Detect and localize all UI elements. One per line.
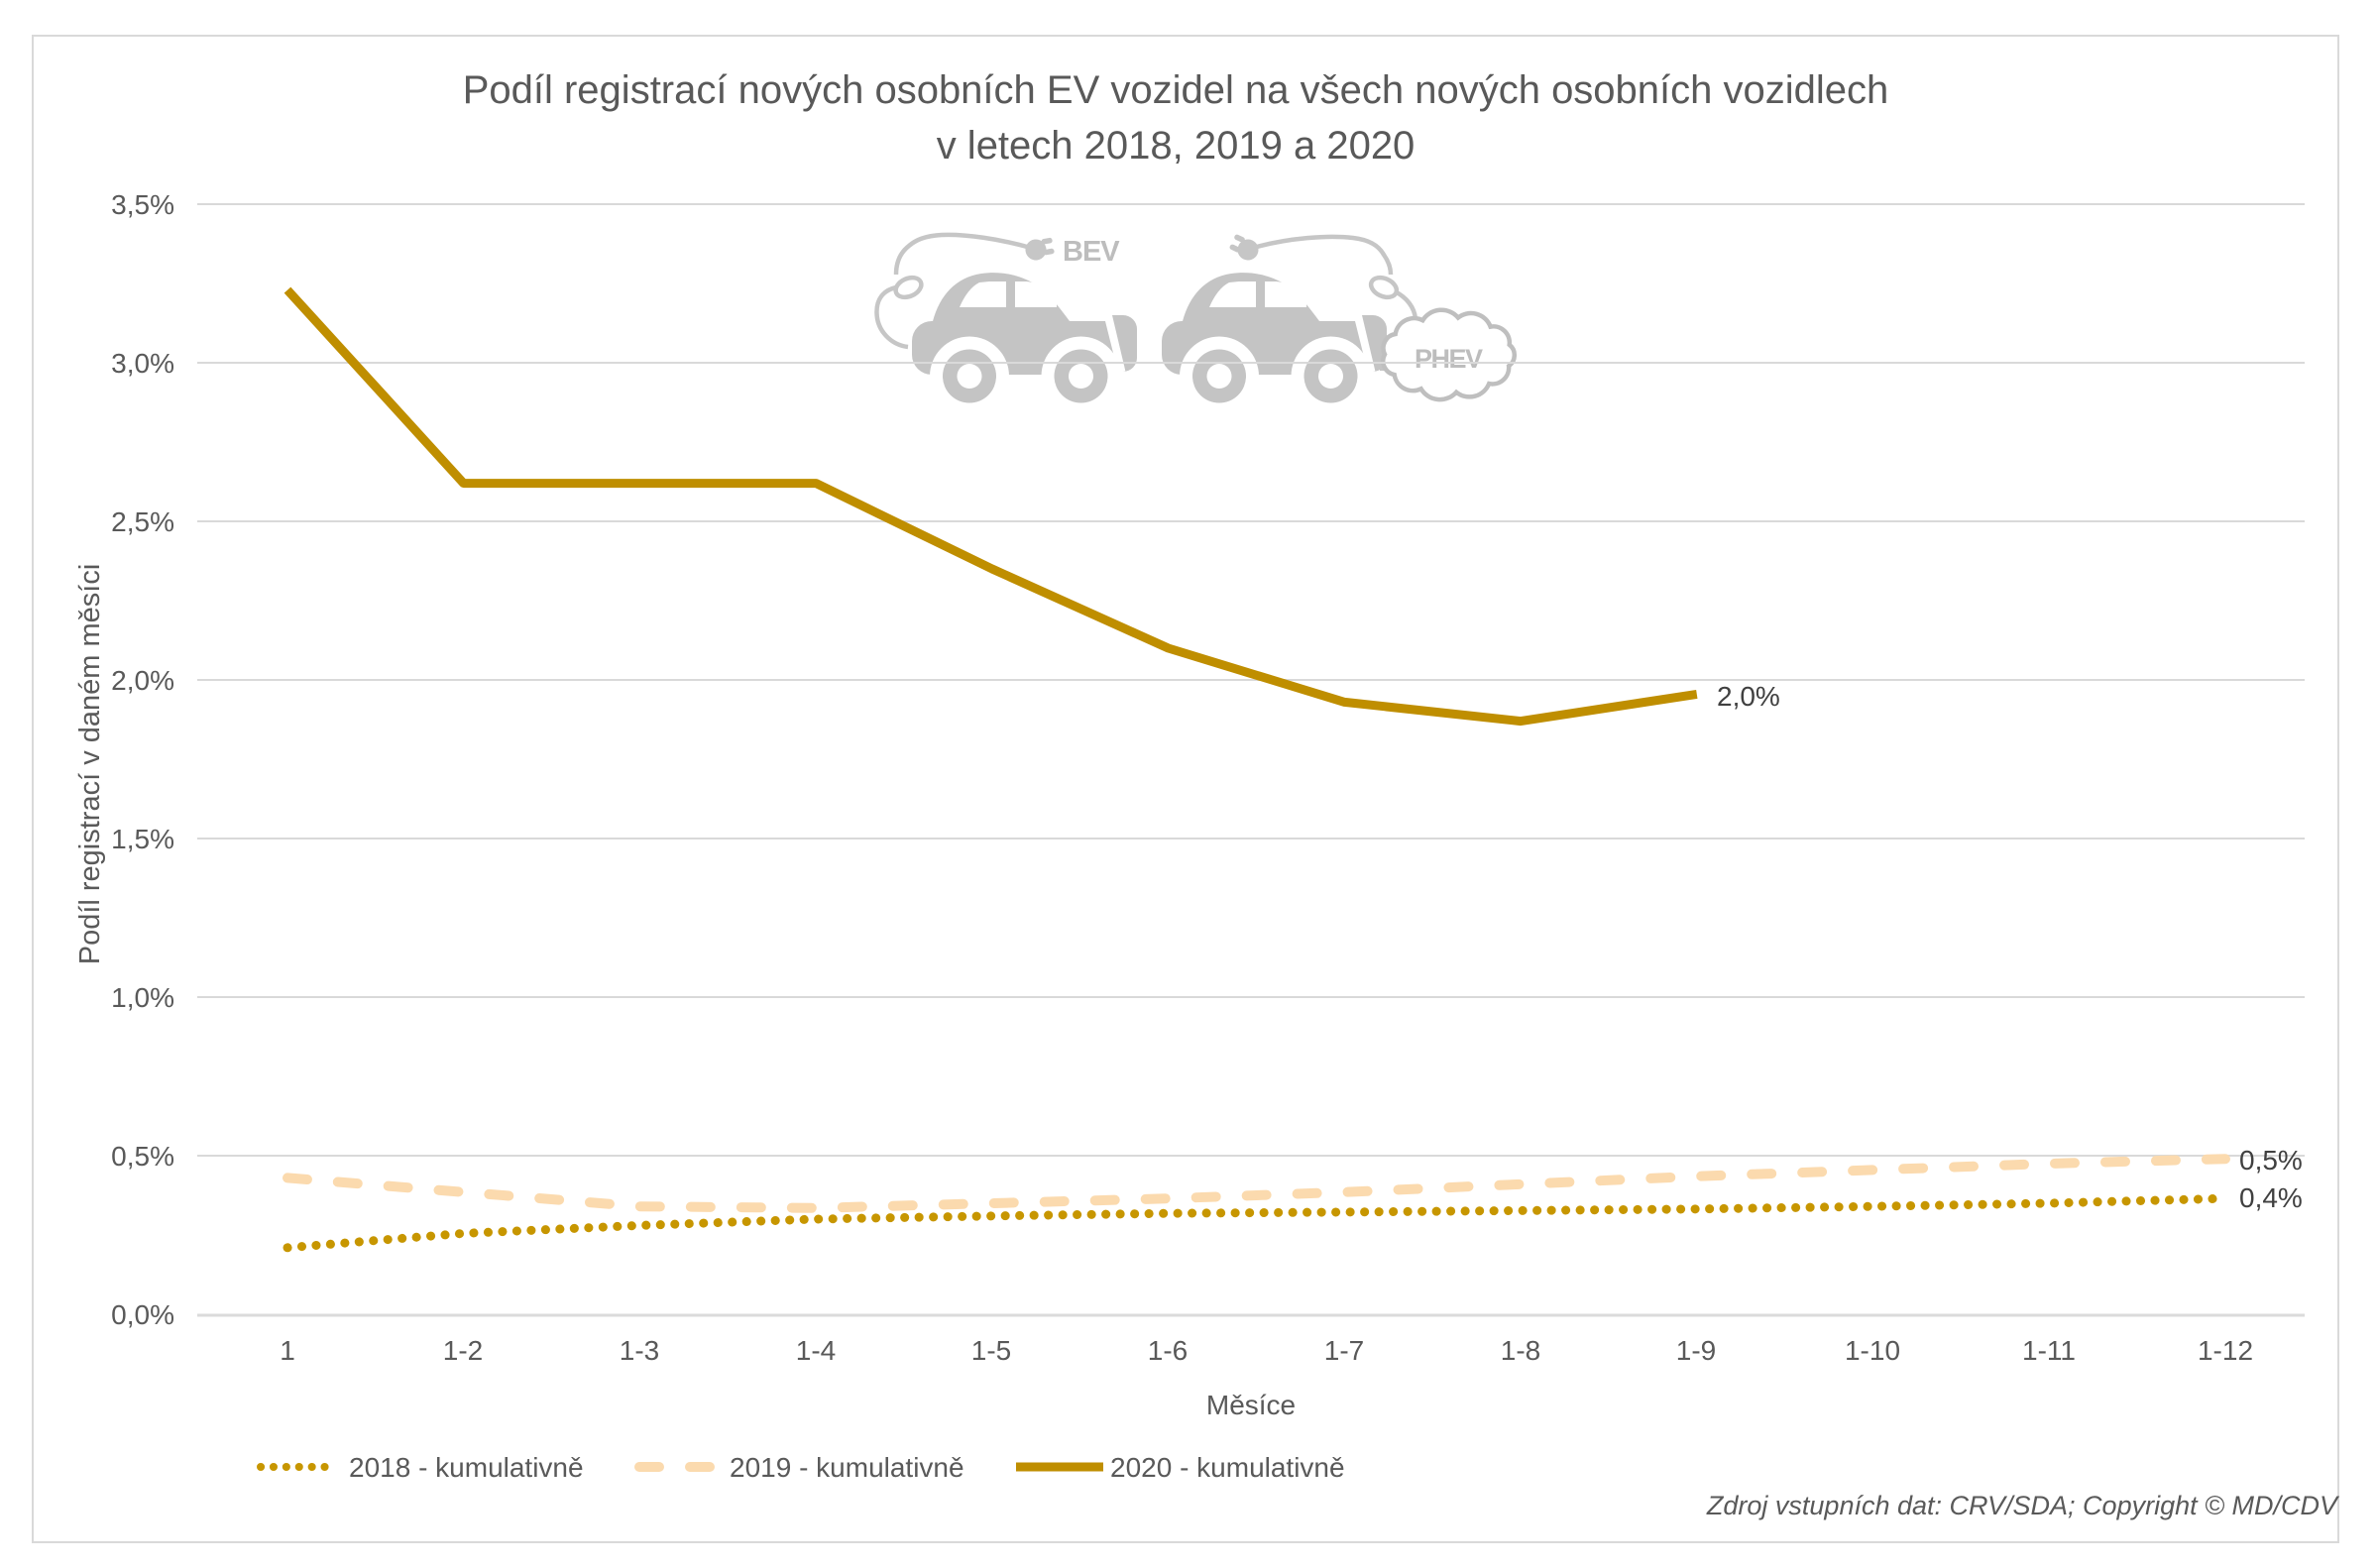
- svg-text:PHEV: PHEV: [1415, 344, 1483, 374]
- svg-text:1-4: 1-4: [796, 1335, 836, 1366]
- svg-text:0,5%: 0,5%: [2239, 1145, 2303, 1176]
- svg-text:2,5%: 2,5%: [111, 506, 174, 537]
- svg-text:0,0%: 0,0%: [111, 1299, 174, 1330]
- svg-text:1-11: 1-11: [2022, 1335, 2076, 1366]
- svg-text:1: 1: [280, 1335, 295, 1366]
- svg-text:Podíl registrací nových osobní: Podíl registrací nových osobních EV vozi…: [463, 68, 1889, 112]
- svg-text:0,4%: 0,4%: [2239, 1182, 2303, 1213]
- svg-text:1-7: 1-7: [1324, 1335, 1364, 1366]
- svg-text:1-6: 1-6: [1148, 1335, 1188, 1366]
- svg-text:2,0%: 2,0%: [1717, 681, 1780, 712]
- svg-text:2018 - kumulativně: 2018 - kumulativně: [349, 1452, 584, 1483]
- svg-text:1-2: 1-2: [443, 1335, 483, 1366]
- svg-text:0,5%: 0,5%: [111, 1141, 174, 1172]
- svg-text:1-8: 1-8: [1501, 1335, 1540, 1366]
- svg-text:3,5%: 3,5%: [111, 189, 174, 220]
- svg-text:1-10: 1-10: [1845, 1335, 1900, 1366]
- svg-text:v letech 2018, 2019 a 2020: v letech 2018, 2019 a 2020: [937, 124, 1416, 168]
- svg-text:1,5%: 1,5%: [111, 824, 174, 854]
- svg-text:1-12: 1-12: [2198, 1335, 2253, 1366]
- svg-text:1-3: 1-3: [620, 1335, 659, 1366]
- svg-text:1-9: 1-9: [1676, 1335, 1716, 1366]
- svg-text:2019 - kumulativně: 2019 - kumulativně: [730, 1452, 964, 1483]
- svg-text:Měsíce: Měsíce: [1206, 1390, 1296, 1420]
- svg-text:3,0%: 3,0%: [111, 348, 174, 379]
- svg-text:1-5: 1-5: [971, 1335, 1011, 1366]
- svg-text:2,0%: 2,0%: [111, 665, 174, 696]
- svg-text:Zdroj vstupních dat: CRV/SDA;: Zdroj vstupních dat: CRV/SDA; Copyright …: [1706, 1491, 2340, 1520]
- svg-text:2020 - kumulativně: 2020 - kumulativně: [1110, 1452, 1345, 1483]
- svg-text:1,0%: 1,0%: [111, 982, 174, 1013]
- svg-text:Podíl registrací v daném měsíc: Podíl registrací v daném měsíci: [74, 564, 106, 965]
- svg-text:BEV: BEV: [1063, 236, 1120, 268]
